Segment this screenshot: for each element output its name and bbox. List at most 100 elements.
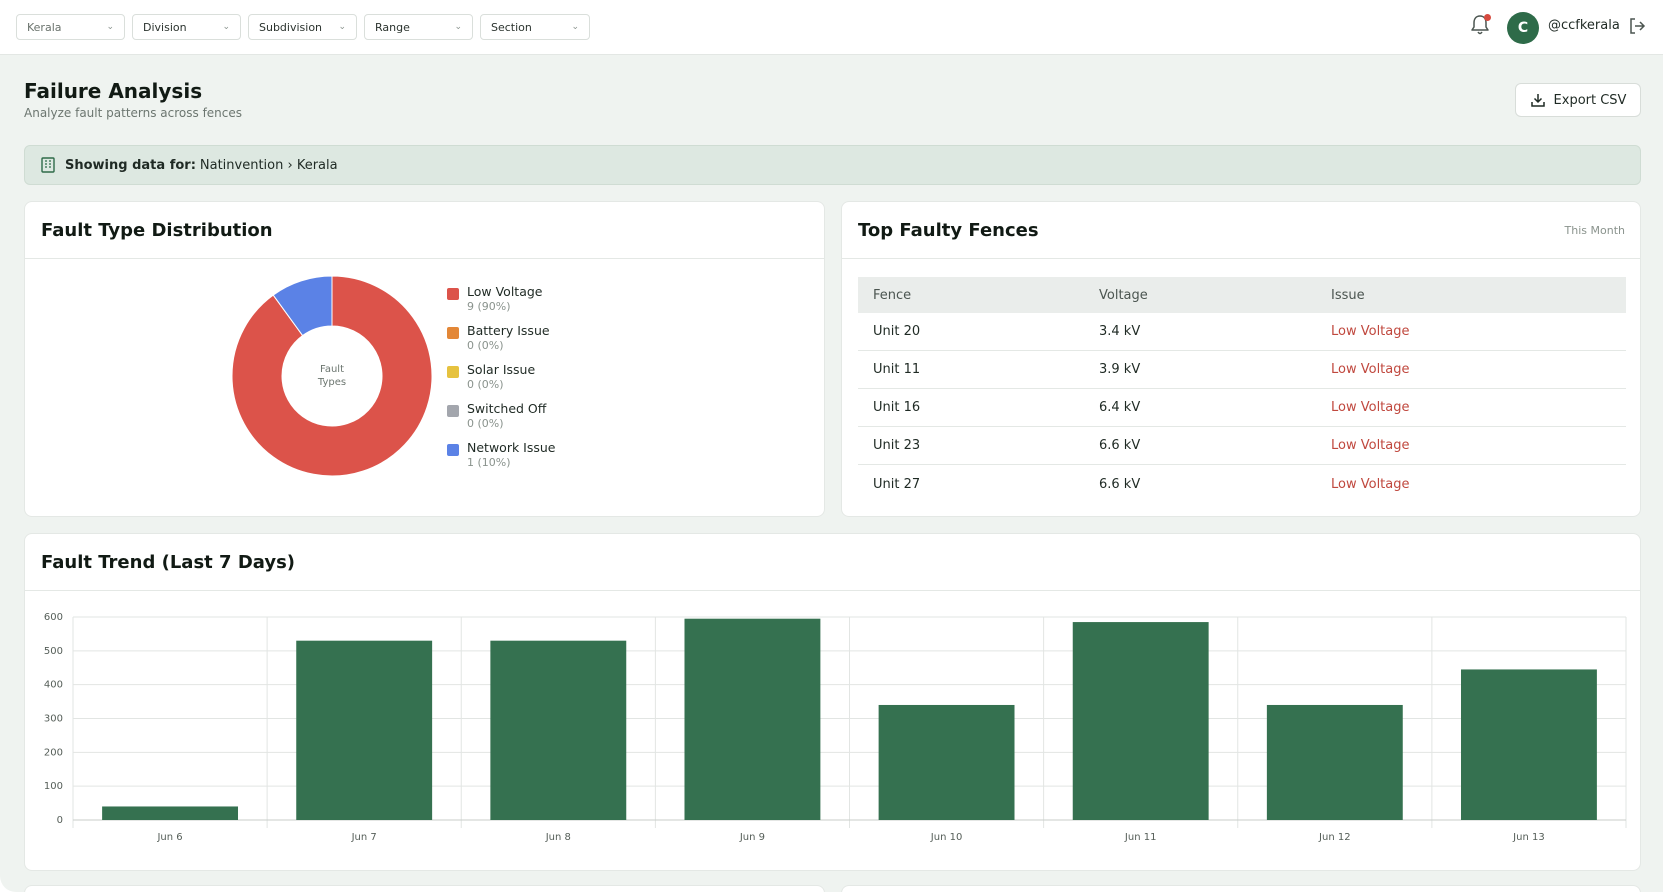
fault-distribution-title: Fault Type Distribution <box>41 220 273 241</box>
legend-name: Switched Off <box>467 401 547 416</box>
table-row[interactable]: Unit 23 6.6 kV Low Voltage <box>858 427 1626 465</box>
x-tick-label: Jun 8 <box>545 832 571 843</box>
page-subtitle: Analyze fault patterns across fences <box>24 106 243 120</box>
cell-voltage: 3.9 kV <box>1099 362 1141 377</box>
trend-bar[interactable] <box>1072 622 1209 820</box>
chevron-down-icon: ⌄ <box>571 22 579 32</box>
next-card-right <box>841 885 1641 892</box>
top-bar: Kerala ⌄ Division ⌄ Subdivision ⌄ Range … <box>0 0 1663 55</box>
table-row[interactable]: Unit 27 6.6 kV Low Voltage <box>858 465 1626 503</box>
cell-voltage: 6.4 kV <box>1099 400 1141 415</box>
chevron-down-icon: ⌄ <box>338 22 346 32</box>
cell-fence: Unit 11 <box>873 362 921 377</box>
cell-issue: Low Voltage <box>1331 362 1410 377</box>
y-tick-label: 600 <box>44 612 63 623</box>
bell-icon <box>1471 15 1489 35</box>
chevron-down-icon: ⌄ <box>454 22 462 32</box>
y-tick-label: 300 <box>44 714 63 725</box>
trend-bar[interactable] <box>684 618 821 820</box>
table-row[interactable]: Unit 16 6.4 kV Low Voltage <box>858 389 1626 427</box>
chevron-down-icon: ⌄ <box>106 22 114 32</box>
export-csv-button[interactable]: Export CSV <box>1515 83 1641 117</box>
legend-count: 1 (10%) <box>467 456 511 469</box>
col-header-fence: Fence <box>873 287 912 303</box>
notifications-button[interactable] <box>1470 14 1492 36</box>
donut-slice-0[interactable] <box>231 275 433 477</box>
legend-swatch <box>447 327 459 339</box>
x-tick-label: Jun 11 <box>1124 832 1157 843</box>
scope-label: Showing data for: <box>65 157 196 173</box>
trend-bar[interactable] <box>296 640 433 820</box>
page-title: Failure Analysis <box>24 79 203 103</box>
trend-bar[interactable] <box>490 640 627 820</box>
logout-icon <box>1630 18 1646 34</box>
legend-swatch <box>447 288 459 300</box>
legend-count: 0 (0%) <box>467 417 504 430</box>
legend-name: Network Issue <box>467 440 556 455</box>
logout-button[interactable] <box>1628 17 1648 37</box>
cell-fence: Unit 27 <box>873 476 921 492</box>
x-tick-label: Jun 12 <box>1318 832 1351 843</box>
main-content: Failure Analysis Analyze fault patterns … <box>0 55 1663 892</box>
cell-voltage: 3.4 kV <box>1099 324 1141 339</box>
x-tick-label: Jun 10 <box>930 832 963 843</box>
filter-division-label: Division <box>143 20 187 34</box>
legend-item-low-voltage[interactable]: Low Voltage 9 (90%) <box>447 284 556 323</box>
download-icon <box>1530 94 1545 107</box>
filter-section-label: Section <box>491 20 532 34</box>
donut-center-label: Fault <box>320 364 344 375</box>
fault-trend-card: Fault Trend (Last 7 Days) 0 100 200 300 400 5… <box>24 533 1641 871</box>
legend-item-network-issue[interactable]: Network Issue 1 (10%) <box>447 440 556 479</box>
trend-bar[interactable] <box>878 704 1015 820</box>
trend-bar[interactable] <box>1460 669 1597 820</box>
cell-issue: Low Voltage <box>1331 324 1410 339</box>
col-header-voltage: Voltage <box>1099 287 1148 303</box>
x-tick-label: Jun 9 <box>739 832 765 843</box>
legend-item-battery-issue[interactable]: Battery Issue 0 (0%) <box>447 323 556 362</box>
cell-fence: Unit 23 <box>873 438 921 453</box>
legend-name: Low Voltage <box>467 284 543 299</box>
table-row[interactable]: Unit 11 3.9 kV Low Voltage <box>858 351 1626 389</box>
card-divider <box>25 590 1640 591</box>
legend-swatch <box>447 405 459 417</box>
cell-voltage: 6.6 kV <box>1099 438 1141 453</box>
x-tick-label: Jun 7 <box>351 832 377 843</box>
filter-state-select[interactable]: Kerala ⌄ <box>16 14 125 40</box>
avatar[interactable]: C <box>1507 12 1539 44</box>
legend-count: 0 (0%) <box>467 339 504 352</box>
cell-issue: Low Voltage <box>1331 476 1410 492</box>
cell-fence: Unit 16 <box>873 400 921 415</box>
cell-issue: Low Voltage <box>1331 438 1410 453</box>
x-tick-label: Jun 13 <box>1512 832 1545 843</box>
trend-bar[interactable] <box>1266 704 1403 820</box>
export-csv-label: Export CSV <box>1553 92 1627 108</box>
trend-bar[interactable] <box>102 806 239 820</box>
filter-division-select[interactable]: Division ⌄ <box>132 14 241 40</box>
x-tick-label: Jun 6 <box>156 832 182 843</box>
filter-range-label: Range <box>375 20 410 34</box>
top-faulty-card: Top Faulty Fences This Month Fence Volta… <box>841 201 1641 517</box>
chevron-down-icon: ⌄ <box>222 22 230 32</box>
fault-trend-chart: 0 100 200 300 400 500 600 Jun 6 Jun 7 Jun 8 Jun 9 J… <box>44 612 1627 843</box>
scope-value: Natinvention › Kerala <box>199 157 338 173</box>
legend-swatch <box>447 366 459 378</box>
legend-item-switched-off[interactable]: Switched Off 0 (0%) <box>447 401 556 440</box>
building-icon <box>41 157 55 173</box>
next-card-left <box>24 885 825 892</box>
filter-subdivision-label: Subdivision <box>259 20 323 34</box>
faulty-fences-table: Fence Voltage Issue Unit 20 3.4 kV Low V… <box>858 277 1626 503</box>
cell-fence: Unit 20 <box>873 324 921 339</box>
filter-range-select[interactable]: Range ⌄ <box>364 14 473 40</box>
filter-subdivision-select[interactable]: Subdivision ⌄ <box>248 14 357 40</box>
legend-count: 9 (90%) <box>467 300 511 313</box>
y-tick-label: 100 <box>44 781 63 792</box>
table-row[interactable]: Unit 20 3.4 kV Low Voltage <box>858 313 1626 351</box>
donut-slice-4[interactable] <box>272 275 333 337</box>
legend-swatch <box>447 444 459 456</box>
card-divider <box>25 258 824 259</box>
filter-section-select[interactable]: Section ⌄ <box>480 14 590 40</box>
username[interactable]: @ccfkerala <box>1548 18 1620 33</box>
y-tick-label: 0 <box>57 815 63 826</box>
cell-voltage: 6.6 kV <box>1099 476 1141 492</box>
legend-item-solar-issue[interactable]: Solar Issue 0 (0%) <box>447 362 556 401</box>
